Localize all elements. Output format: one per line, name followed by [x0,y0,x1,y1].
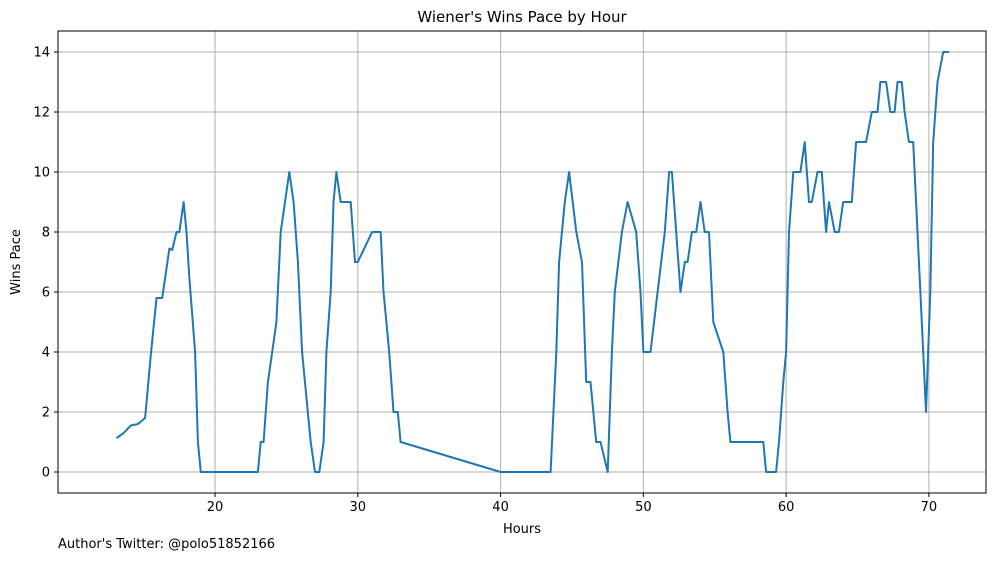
x-tick-label: 20 [207,500,224,515]
wins-pace-line [115,51,949,473]
y-tick-label: 2 [42,406,50,421]
y-axis-label: Wins Pace [9,229,24,295]
y-axis: 0 2 4 6 8 10 12 14 [33,46,58,481]
y-tick-label: 12 [33,106,50,121]
plot-frame [57,30,987,494]
x-axis: 20 30 40 50 60 70 [207,493,937,515]
x-tick-label: 70 [921,500,938,515]
x-axis-label: Hours [503,522,541,537]
y-tick-label: 6 [42,286,50,301]
y-tick-label: 4 [42,346,50,361]
x-tick-label: 30 [350,500,367,515]
y-tick-label: 10 [33,166,50,181]
series-layer [115,51,949,473]
grid-lines [58,31,986,493]
x-tick-label: 60 [778,500,795,515]
x-tick-label: 50 [635,500,652,515]
y-tick-label: 0 [42,466,50,481]
y-tick-label: 8 [42,226,50,241]
author-credit: Author's Twitter: @polo51852166 [58,537,276,552]
y-tick-label: 14 [33,46,50,61]
chart-title: Wiener's Wins Pace by Hour [417,8,627,26]
x-tick-label: 40 [492,500,509,515]
